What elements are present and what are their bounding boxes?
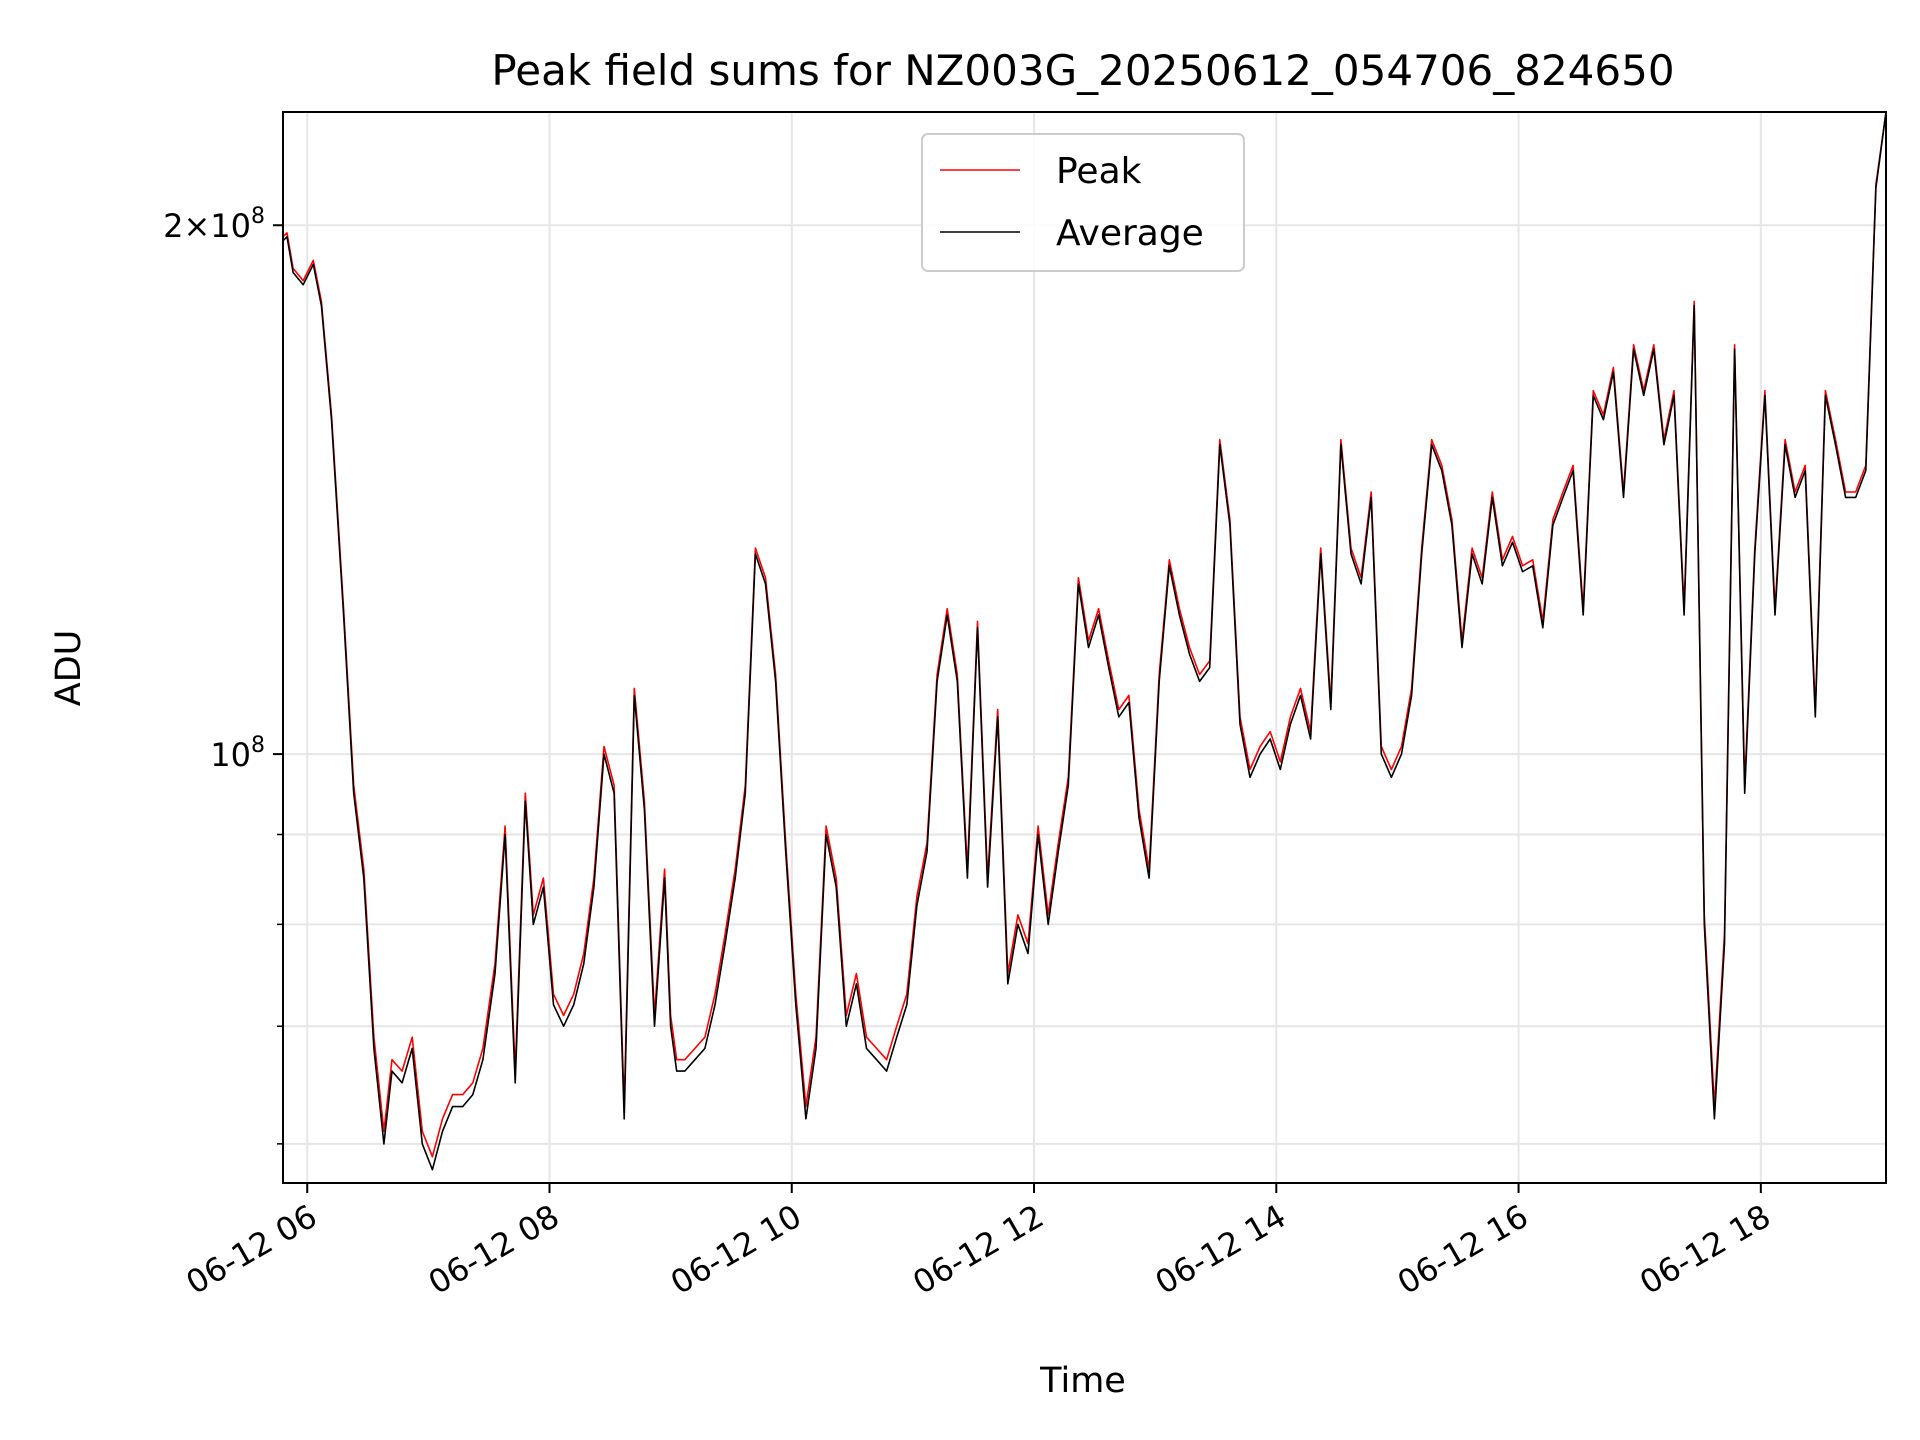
series-lines: [282, 111, 1887, 1171]
legend-label-average: Average: [1056, 213, 1204, 254]
x-tick-label: 06-12 16: [1391, 1197, 1535, 1302]
x-tick-label: 06-12 12: [906, 1197, 1050, 1302]
series-line-average: [282, 111, 1887, 1171]
chart-title: Peak field sums for NZ003G_20250612_0547…: [491, 46, 1674, 95]
x-tick-label: 06-12 10: [664, 1197, 808, 1302]
y-axis-label: ADU: [49, 630, 89, 707]
x-tick-label: 06-12 06: [180, 1197, 324, 1302]
y-tick-base: 2×10: [163, 207, 251, 245]
grid: [283, 112, 1886, 1183]
x-axis: 06-12 06 06-12 08 06-12 10 06-12 12 06-12 14…: [180, 1183, 1777, 1302]
legend: Peak Average: [921, 133, 1245, 272]
y-tick-label: 2×108: [163, 204, 265, 245]
plot-frame: [282, 111, 1887, 1184]
x-axis-label: Time: [1039, 1361, 1126, 1401]
y-tick-exponent: 8: [251, 733, 265, 758]
legend-box: [921, 133, 1245, 272]
x-tick-label: 06-12 18: [1633, 1197, 1777, 1302]
x-tick-label: 06-12 08: [422, 1197, 566, 1302]
y-tick-label: 108: [210, 733, 265, 774]
x-tick-label: 06-12 14: [1149, 1197, 1293, 1302]
legend-label-peak: Peak: [1056, 151, 1142, 192]
y-tick-exponent: 8: [251, 204, 265, 229]
y-tick-base: 10: [210, 736, 251, 774]
